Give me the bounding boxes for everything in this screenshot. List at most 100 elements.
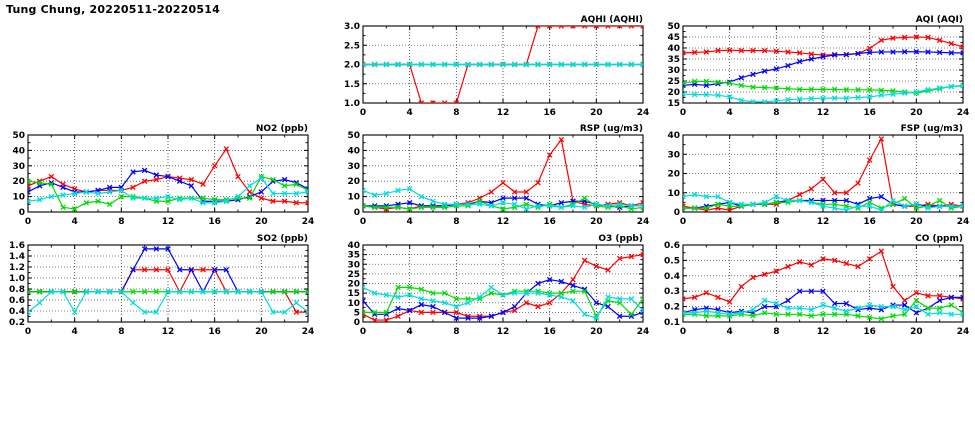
chart-panel-fsp: FSP (ug/m3) 0 10 20 30 40 0 4 8 12 16 20 24 [657,121,969,229]
svg-text:20: 20 [590,108,603,118]
grid-lines-o3 [363,245,643,322]
grid-lines-aqhi [363,26,643,103]
svg-text:8: 8 [453,327,459,337]
svg-text:0: 0 [680,327,686,337]
series-green-aqi [683,78,963,96]
svg-text:4: 4 [727,217,733,227]
grid-lines-co [683,245,963,322]
svg-text:4: 4 [407,108,413,118]
svg-text:0: 0 [25,217,31,227]
chart-title-fsp: FSP (ug/m3) [901,124,963,134]
series-cyan-o3 [363,284,643,321]
grid-lines-fsp [683,135,963,212]
svg-text:4: 4 [72,217,78,227]
svg-text:24: 24 [637,108,649,118]
svg-text:10: 10 [667,189,680,199]
svg-text:16: 16 [543,217,556,227]
svg-text:0: 0 [354,318,360,328]
svg-text:0.6: 0.6 [664,241,680,251]
axis-ticks-no2: 0 10 20 30 40 50 0 4 8 12 16 20 24 [12,131,314,227]
svg-text:1.0: 1.0 [344,99,360,109]
series-cyan-so2 [28,288,308,315]
svg-text:10: 10 [12,193,25,203]
axis-frame-rsp [362,134,644,213]
svg-text:8: 8 [773,108,779,118]
svg-text:20: 20 [347,177,360,187]
axis-ticks-co: 0.1 0.2 0.3 0.4 0.5 0.6 0 4 8 12 16 20 24 [664,241,969,337]
svg-text:20: 20 [910,327,923,337]
svg-text:5: 5 [354,308,360,318]
chart-panel-aqi: AQI (AQI) 15 20 25 30 35 40 45 50 0 4 8 12 16 20 24 [657,12,969,120]
svg-text:3.0: 3.0 [344,22,360,32]
chart-panel-so2: SO2 (ppb) 0.2 0.4 0.6 0.8 1.0 1.2 1.4 1.6 0 4 8 12 16… [2,231,314,339]
svg-text:10: 10 [347,193,360,203]
svg-text:12: 12 [497,108,510,118]
series-blue-aqi [683,48,963,89]
grid-lines-so2 [28,245,308,322]
svg-text:50: 50 [347,131,360,141]
svg-text:20: 20 [910,108,923,118]
svg-text:1.2: 1.2 [9,263,25,273]
svg-text:24: 24 [302,327,314,337]
svg-text:40: 40 [347,146,360,156]
svg-text:4: 4 [727,108,733,118]
svg-text:4: 4 [407,217,413,227]
chart-title-aqi: AQI (AQI) [916,15,963,25]
axis-frame-so2 [27,244,309,323]
svg-text:12: 12 [817,217,830,227]
svg-text:10: 10 [347,299,360,309]
svg-text:40: 40 [667,44,680,54]
grid-lines-no2 [28,135,308,212]
series-cyan-co [683,297,963,318]
svg-text:45: 45 [667,33,680,43]
svg-text:0.4: 0.4 [664,272,680,282]
svg-text:20: 20 [667,170,680,180]
svg-text:30: 30 [347,162,360,172]
svg-text:0: 0 [25,327,31,337]
svg-text:30: 30 [347,260,360,270]
svg-text:8: 8 [453,108,459,118]
series-cyan-aqi [683,83,963,103]
chart-panel-rsp: RSP (ug/m3) 0 10 20 30 40 50 0 4 8 12 16 20 24 [337,121,649,229]
svg-text:0: 0 [360,217,366,227]
svg-text:0.8: 0.8 [9,285,25,295]
svg-text:20: 20 [667,88,680,98]
series-cyan-fsp [683,191,963,212]
svg-text:0: 0 [360,108,366,118]
svg-text:12: 12 [497,327,510,337]
svg-text:4: 4 [407,327,413,337]
chart-panel-co: CO (ppm) 0.1 0.2 0.3 0.4 0.5 0.6 0 4 8 12 16 20 24 [657,231,969,339]
svg-text:40: 40 [347,241,360,251]
svg-text:1.0: 1.0 [9,274,25,284]
svg-text:20: 20 [590,327,603,337]
svg-text:0.4: 0.4 [9,307,25,317]
svg-text:0.2: 0.2 [664,303,680,313]
svg-text:20: 20 [255,327,268,337]
svg-text:25: 25 [347,270,360,280]
svg-text:15: 15 [667,99,680,109]
svg-text:0: 0 [674,208,680,218]
svg-text:0.5: 0.5 [664,256,680,266]
svg-text:40: 40 [12,146,25,156]
svg-text:12: 12 [497,217,510,227]
svg-text:0.6: 0.6 [9,296,25,306]
series-cyan-aqhi [363,61,643,68]
axis-ticks-so2: 0.20.40.60.81.01.21.41.6 0 4 8 12 16 20 24 [9,241,314,337]
svg-text:8: 8 [453,217,459,227]
svg-text:15: 15 [347,289,360,299]
svg-text:24: 24 [637,217,649,227]
svg-text:12: 12 [817,108,830,118]
axis-ticks-aqhi: 1.0 1.5 2.0 2.5 3.0 0 4 8 12 16 20 24 [344,22,649,118]
grid-lines-aqi [683,26,963,103]
svg-text:0.2: 0.2 [9,318,25,328]
svg-text:12: 12 [162,217,175,227]
series-blue-no2 [28,167,308,204]
svg-text:8: 8 [118,327,124,337]
chart-title-no2: NO2 (ppb) [256,124,308,134]
svg-text:16: 16 [863,108,876,118]
svg-text:24: 24 [957,108,969,118]
svg-text:30: 30 [667,66,680,76]
svg-text:30: 30 [667,150,680,160]
